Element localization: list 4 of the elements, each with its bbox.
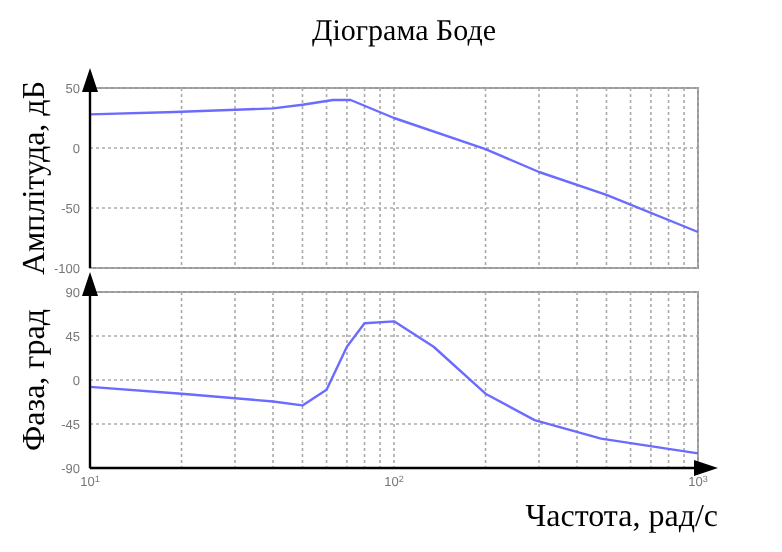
y-axis-title: Амплітуда, дБ bbox=[18, 80, 52, 276]
chart-title: Діограма Боде bbox=[312, 16, 497, 48]
x-axis-title: Частота, рад/с bbox=[525, 500, 718, 534]
y-axis-title: Фаза, град bbox=[18, 309, 52, 451]
